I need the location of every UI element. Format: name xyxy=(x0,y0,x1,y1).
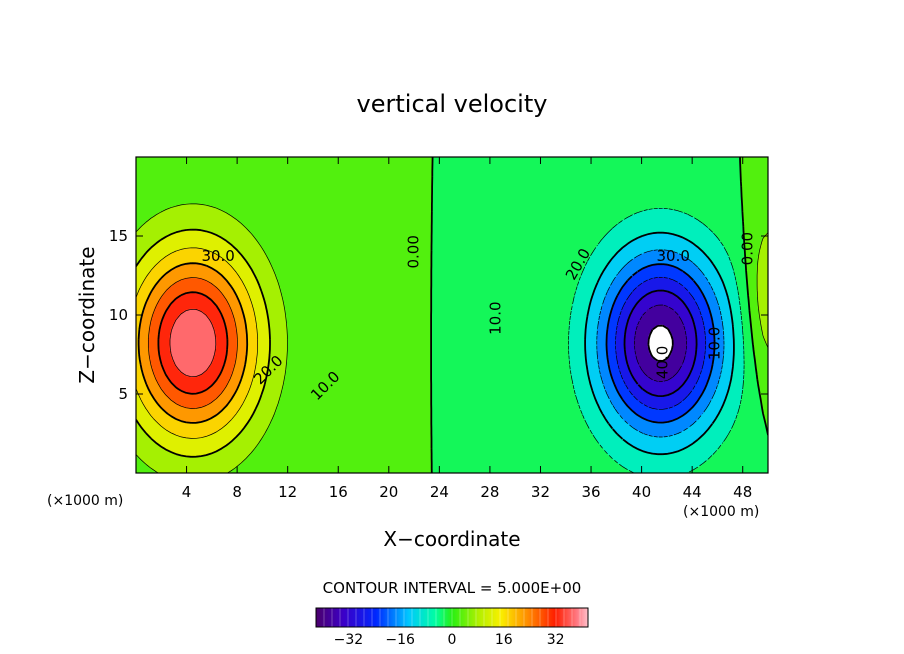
x-tick-label: 20 xyxy=(379,483,398,501)
contour-line--10 xyxy=(584,231,735,456)
x-tick-label: 24 xyxy=(430,483,449,501)
contour-line-0 xyxy=(430,157,768,473)
contour-line--40 xyxy=(647,324,674,362)
contour-label: 0.00 xyxy=(405,235,423,268)
x-tick-label: 48 xyxy=(733,483,752,501)
contour-line--30 xyxy=(623,289,698,397)
chart-title: vertical velocity xyxy=(357,90,548,118)
velocity-field-image xyxy=(136,157,768,473)
contour-interval-label: CONTOUR INTERVAL = 5.000E+00 xyxy=(323,579,582,597)
x-tick-label: 28 xyxy=(480,483,499,501)
colorbar-tick-label: −16 xyxy=(385,632,415,648)
contour-line-25 xyxy=(148,277,238,409)
contour-line-15 xyxy=(136,247,258,439)
colorbar-gradient xyxy=(316,608,588,627)
contour-line--25 xyxy=(615,276,706,410)
contour-line-10 xyxy=(136,228,271,458)
contour-line--5 xyxy=(568,207,745,473)
y-tick-label: 15 xyxy=(109,227,128,245)
x-tick-label: 12 xyxy=(278,483,297,501)
contour-line-20 xyxy=(137,262,249,424)
y-tick-label: 5 xyxy=(118,385,128,403)
colorbar-ticks: −32 −16 0 16 32 xyxy=(334,632,565,648)
colorbar-tick-label: 0 xyxy=(448,632,457,648)
colorbar-tick-label: −32 xyxy=(334,632,364,648)
contour-lines xyxy=(136,157,768,473)
contour-label: 30.0 xyxy=(656,247,689,265)
contour-label: 10.0 xyxy=(705,327,723,360)
x-tick-label: 4 xyxy=(182,483,192,501)
colorbar-bands xyxy=(323,608,581,627)
contour-label: 10.0 xyxy=(487,301,505,334)
x-axis-ticks: 4 8 12 16 20 24 28 32 36 40 44 48 xyxy=(182,157,752,501)
x-tick-label: 44 xyxy=(683,483,702,501)
x-tick-label: 36 xyxy=(581,483,600,501)
contour-line--20 xyxy=(605,263,716,424)
contour-line-5 xyxy=(136,203,768,473)
x-unit-right: (×1000 m) xyxy=(683,504,759,520)
x-tick-label: 40 xyxy=(632,483,651,501)
contour-line--35 xyxy=(634,304,687,382)
contour-line--15 xyxy=(596,249,725,438)
colorbar-tick-label: 32 xyxy=(547,632,565,648)
contour-line-35 xyxy=(169,308,217,378)
y-axis-ticks: 5 10 15 xyxy=(109,227,768,403)
colorbar: −32 −16 0 16 32 xyxy=(315,607,589,648)
x-unit-left: (×1000 m) xyxy=(47,493,123,509)
contour-label: 0.00 xyxy=(738,232,756,265)
y-tick-label: 10 xyxy=(109,306,128,324)
contour-label: 30.0 xyxy=(201,247,234,265)
colorbar-frame xyxy=(315,607,589,628)
x-axis-label: X−coordinate xyxy=(383,527,520,551)
contour-line-30 xyxy=(157,291,229,395)
x-tick-label: 16 xyxy=(329,483,348,501)
contour-label: 40.0 xyxy=(654,346,672,379)
colorbar-tick-label: 16 xyxy=(495,632,513,648)
y-axis-label: Z−coordinate xyxy=(75,246,99,383)
x-tick-label: 8 xyxy=(232,483,242,501)
x-tick-label: 32 xyxy=(531,483,550,501)
